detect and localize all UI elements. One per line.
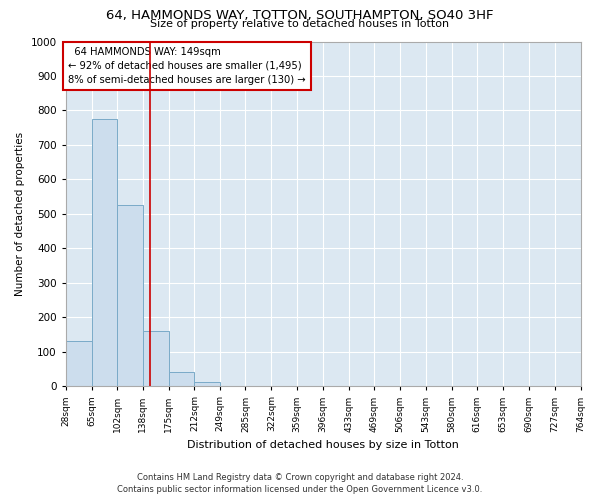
Bar bbox=[194, 382, 220, 386]
Y-axis label: Number of detached properties: Number of detached properties bbox=[15, 132, 25, 296]
Bar bbox=[118, 206, 143, 386]
Text: 64 HAMMONDS WAY: 149sqm
← 92% of detached houses are smaller (1,495)
8% of semi-: 64 HAMMONDS WAY: 149sqm ← 92% of detache… bbox=[68, 46, 306, 84]
X-axis label: Distribution of detached houses by size in Totton: Distribution of detached houses by size … bbox=[187, 440, 459, 450]
Bar bbox=[66, 342, 92, 386]
Text: 64, HAMMONDS WAY, TOTTON, SOUTHAMPTON, SO40 3HF: 64, HAMMONDS WAY, TOTTON, SOUTHAMPTON, S… bbox=[106, 9, 494, 22]
Text: Contains HM Land Registry data © Crown copyright and database right 2024.
Contai: Contains HM Land Registry data © Crown c… bbox=[118, 473, 482, 494]
Text: Size of property relative to detached houses in Totton: Size of property relative to detached ho… bbox=[151, 19, 449, 29]
Bar bbox=[143, 331, 169, 386]
Bar bbox=[92, 119, 118, 386]
Bar bbox=[169, 372, 194, 386]
